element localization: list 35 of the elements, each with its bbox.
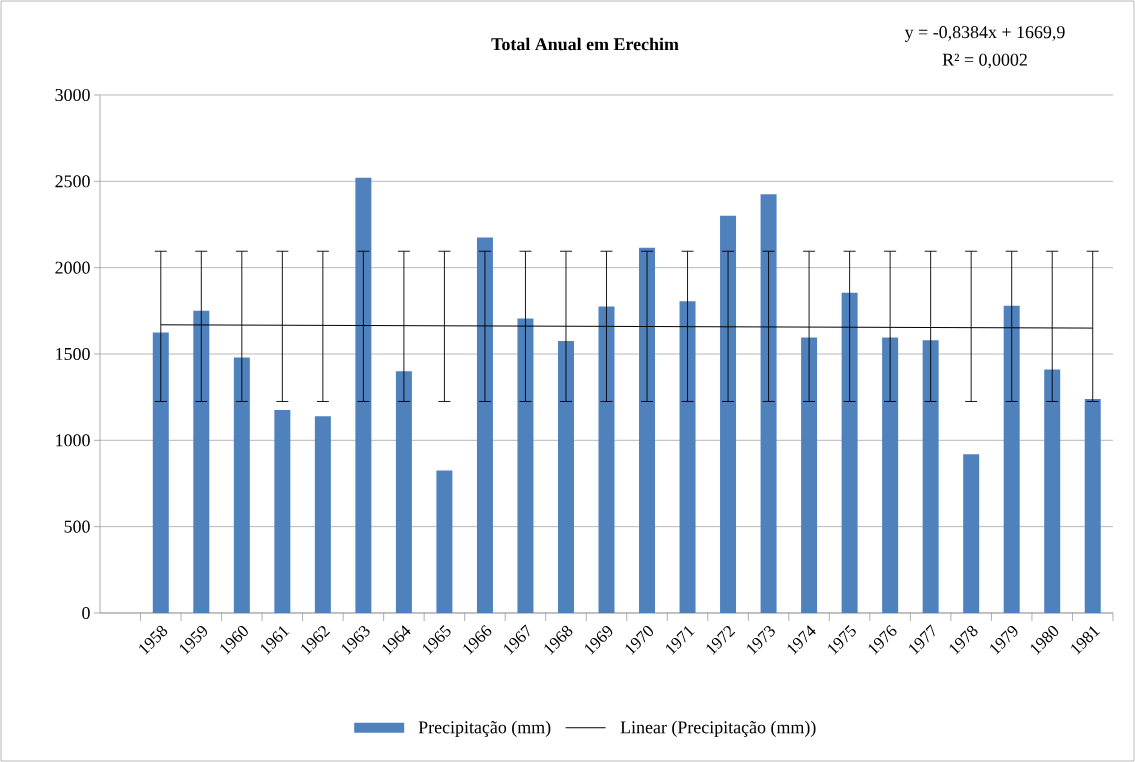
bar bbox=[639, 247, 656, 613]
y-tick-label: 1500 bbox=[56, 347, 90, 361]
bar bbox=[436, 470, 453, 613]
y-tick-label: 500 bbox=[64, 520, 90, 533]
bar bbox=[720, 215, 737, 613]
bar bbox=[517, 318, 534, 613]
bar bbox=[882, 337, 899, 613]
bar bbox=[1044, 369, 1061, 613]
bar bbox=[355, 177, 372, 613]
bar bbox=[801, 337, 818, 613]
legend-label: Precipitação (mm) bbox=[418, 720, 551, 738]
bar bbox=[193, 310, 210, 613]
bar bbox=[1084, 398, 1101, 613]
bar bbox=[963, 454, 980, 613]
legend-label: Linear (Precipitação (mm)) bbox=[620, 720, 816, 738]
bar bbox=[598, 306, 615, 613]
y-tick-label: 2000 bbox=[55, 261, 90, 274]
text: y = -0,8384x + 1669,9 bbox=[904, 26, 1065, 42]
y-tick-label: 3000 bbox=[55, 88, 90, 102]
bar bbox=[760, 194, 777, 613]
y-tick-label: 1000 bbox=[56, 434, 90, 447]
text: R² = 0,0002 bbox=[942, 53, 1027, 69]
bar bbox=[557, 341, 574, 613]
bar bbox=[152, 332, 169, 613]
bar bbox=[395, 371, 412, 613]
chart-title: Total Anual em Erechim bbox=[491, 37, 679, 51]
bar bbox=[1003, 305, 1020, 613]
y-tick-label: 2500 bbox=[55, 175, 90, 188]
bar bbox=[922, 340, 939, 613]
bar bbox=[274, 410, 291, 613]
bar bbox=[841, 292, 858, 613]
bar bbox=[233, 357, 250, 613]
y-tick-label: 0 bbox=[82, 606, 90, 620]
bar bbox=[314, 416, 331, 613]
bar bbox=[679, 301, 696, 613]
